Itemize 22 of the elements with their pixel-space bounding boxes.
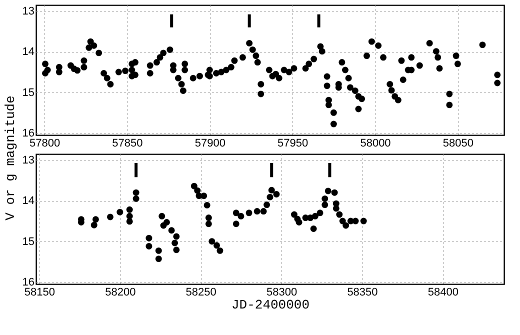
x-tick-label: 58250	[186, 286, 216, 298]
y-tick-label: 13	[22, 154, 34, 167]
x-tick-label: 58300	[266, 286, 298, 298]
x-tick-label: 57800	[29, 138, 60, 150]
y-tick-label: 15	[22, 86, 34, 99]
y-tick-label: 15	[22, 236, 34, 248]
y-tick-label: 13	[22, 6, 34, 18]
x-tick-label: 58050	[442, 138, 474, 150]
x-tick-label: 58150	[24, 286, 56, 298]
x-tick-label: 58200	[105, 286, 136, 298]
x-tick-label: 58350	[347, 286, 378, 298]
x-axis-title: JD-2400000	[231, 298, 310, 312]
x-tick-label: 58000	[360, 138, 391, 150]
y-tick-label: 16	[22, 127, 34, 140]
x-tick-label: 57950	[278, 138, 308, 150]
y-tick-label: 16	[22, 276, 34, 288]
x-tick-label: 58400	[428, 286, 458, 298]
y-tick-label: 14	[22, 195, 34, 208]
x-tick-label: 57900	[194, 138, 226, 150]
y-tick-label: 14	[22, 46, 34, 58]
y-axis-title: V or g magnitude	[3, 96, 18, 220]
x-tick-label: 57850	[112, 138, 143, 150]
